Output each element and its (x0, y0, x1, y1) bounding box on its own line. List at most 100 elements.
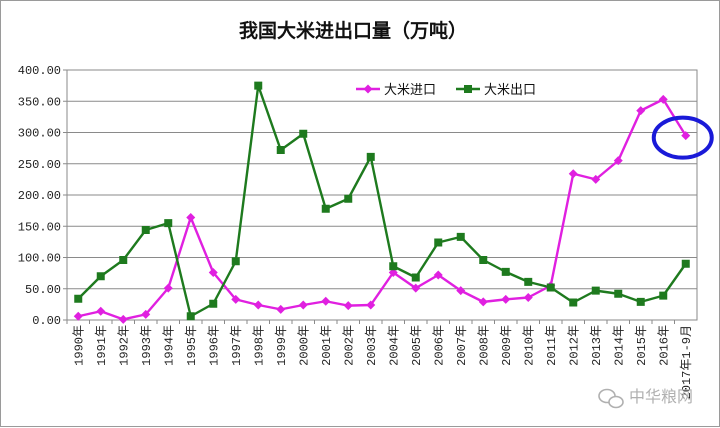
y-tick-label: 150.00 (18, 220, 61, 234)
data-point (186, 213, 196, 222)
x-tick-label: 2000年 (296, 325, 311, 366)
y-tick-label: 400.00 (18, 64, 61, 78)
data-point (73, 311, 83, 321)
data-point (231, 294, 241, 304)
x-tick-label: 2006年 (431, 325, 446, 366)
data-point (276, 304, 286, 314)
data-point (298, 300, 308, 310)
data-point (456, 286, 466, 296)
y-tick-label: 0.00 (32, 314, 61, 328)
x-tick-label: 2009年 (499, 325, 514, 366)
data-point (253, 300, 263, 310)
x-axis: 1990年 1991年 1992年 1993年 1994年 1995年 1996年 1997年… (66, 320, 694, 399)
data-point (119, 256, 128, 264)
x-tick-label: 2011年 (544, 325, 559, 366)
data-point (321, 296, 331, 306)
x-tick-label: 2013年 (589, 325, 604, 366)
highlight-ellipse (651, 115, 714, 160)
data-point (568, 169, 578, 179)
x-tick-label: 2004年 (386, 325, 401, 366)
x-tick-label: 2008年 (476, 325, 491, 366)
x-tick-label: 1994年 (161, 325, 176, 366)
legend-marker (464, 85, 472, 93)
data-point (96, 306, 106, 316)
x-tick-label: 1998年 (251, 325, 266, 366)
data-point (479, 256, 488, 264)
legend-marker (363, 84, 373, 94)
data-point (163, 283, 173, 293)
data-point (658, 94, 668, 104)
data-point (524, 277, 533, 286)
x-tick-label: 2014年 (611, 325, 626, 366)
data-point (366, 300, 376, 310)
data-point (478, 297, 488, 307)
data-point (659, 291, 668, 300)
data-point (681, 131, 691, 141)
data-point (208, 268, 218, 277)
x-tick-label: 2005年 (409, 325, 424, 366)
data-point (591, 286, 600, 295)
x-tick-label: 1995年 (184, 325, 199, 366)
y-tick-label: 350.00 (18, 95, 61, 109)
data-point (141, 309, 151, 319)
legend-label: 大米进口 (384, 83, 436, 98)
x-tick-label: 2016年 (656, 325, 671, 366)
x-tick-label: 2003年 (364, 325, 379, 366)
x-tick-label: 1991年 (94, 325, 109, 366)
data-point (186, 312, 195, 321)
y-tick-label: 200.00 (18, 189, 61, 203)
data-point (276, 146, 285, 154)
data-point (636, 106, 646, 116)
data-point (523, 293, 533, 302)
x-tick-label: 2002年 (341, 325, 356, 366)
data-point (366, 152, 375, 161)
x-tick-label: 1990年 (71, 325, 86, 366)
data-point (591, 174, 601, 184)
data-point (209, 299, 218, 308)
wechat-icon (598, 388, 624, 409)
x-tick-label: 2007年 (454, 325, 469, 366)
y-axis: 0.00 50.00 100.00 150.00 200.00 250.00 300.00 3… (18, 64, 67, 328)
data-point (343, 301, 353, 311)
data-point (164, 219, 173, 228)
grid-lines (67, 69, 697, 290)
data-point (254, 81, 263, 90)
series-line-1 (77, 84, 687, 318)
y-tick-label: 50.00 (25, 283, 61, 297)
data-point (681, 259, 690, 268)
x-tick-label: 2010年 (521, 325, 536, 366)
data-point (614, 289, 623, 298)
y-tick-label: 250.00 (18, 158, 61, 172)
x-tick-label: 1996年 (206, 325, 221, 366)
data-point (74, 294, 83, 303)
data-point (141, 226, 150, 234)
data-point (501, 294, 511, 304)
data-point (321, 204, 330, 213)
y-tick-label: 300.00 (18, 127, 61, 141)
chart-title: 我国大米进出口量（万吨） (239, 19, 467, 42)
series-line-0 (77, 98, 687, 321)
data-point (433, 270, 443, 280)
data-point (434, 238, 443, 247)
data-point (118, 314, 128, 324)
data-point (299, 129, 308, 138)
data-point (344, 194, 353, 203)
y-tick-label: 100.00 (18, 252, 61, 266)
series-lines (77, 84, 687, 321)
data-point (546, 283, 555, 292)
x-tick-label: 2017年1-9月 (679, 325, 694, 399)
x-tick-label: 2001年 (319, 325, 334, 366)
data-point (411, 273, 420, 282)
x-tick-label: 2012年 (566, 325, 581, 366)
data-point (569, 298, 578, 307)
x-tick-label: 1997年 (229, 325, 244, 366)
data-point (613, 156, 623, 166)
x-tick-label: 1993年 (139, 325, 154, 366)
data-point (231, 257, 240, 266)
data-point (501, 267, 510, 276)
x-tick-label: 1999年 (274, 325, 289, 366)
x-tick-label: 1992年 (116, 325, 131, 366)
watermark: 中华粮网 (598, 387, 693, 409)
